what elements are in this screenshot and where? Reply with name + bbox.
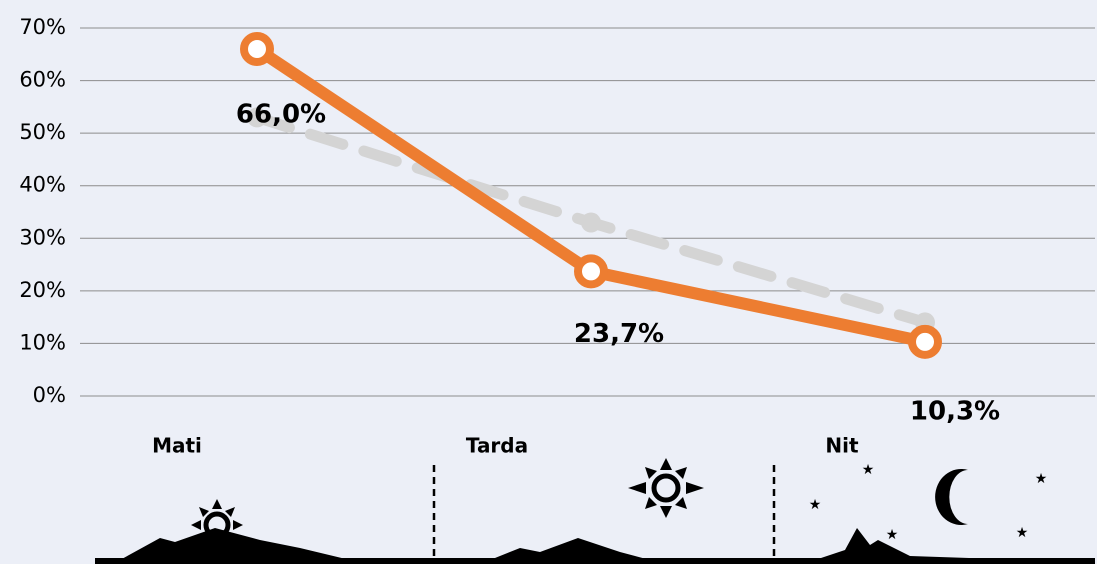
x-tick-label: Mati: [152, 434, 202, 458]
value-label: 66,0%: [236, 100, 326, 130]
svg-text:★: ★: [1035, 471, 1048, 487]
point: [912, 329, 938, 355]
page: {"chart_data": {"type": "line", "categor…: [0, 0, 1097, 564]
svg-text:★: ★: [809, 497, 822, 513]
x-tick-label: Tarda: [466, 434, 528, 458]
chart: ★ ★ ★ ★ ★ 0% 10% 20% 30% 40% 50% 60% 70% Mati Tar…: [0, 0, 1097, 564]
y-tick-label: 70%: [19, 15, 66, 39]
svg-text:★: ★: [886, 527, 899, 543]
point: [581, 213, 601, 233]
y-tick-label: 40%: [19, 173, 66, 197]
decoration: ★ ★ ★ ★ ★: [95, 458, 1095, 564]
point: [578, 258, 604, 284]
point: [244, 36, 270, 62]
svg-text:★: ★: [1016, 525, 1029, 541]
y-tick-label: 50%: [19, 120, 66, 144]
value-label: 23,7%: [574, 319, 664, 349]
y-tick-label: 30%: [19, 225, 66, 249]
y-tick-label: 20%: [19, 278, 66, 302]
svg-text:★: ★: [862, 462, 875, 478]
y-tick-label: 0%: [33, 383, 66, 407]
y-tick-label: 60%: [19, 68, 66, 92]
y-tick-label: 10%: [19, 330, 66, 354]
value-label: 10,3%: [910, 396, 1000, 426]
x-tick-label: Nit: [825, 434, 859, 458]
series-line: [257, 49, 925, 342]
